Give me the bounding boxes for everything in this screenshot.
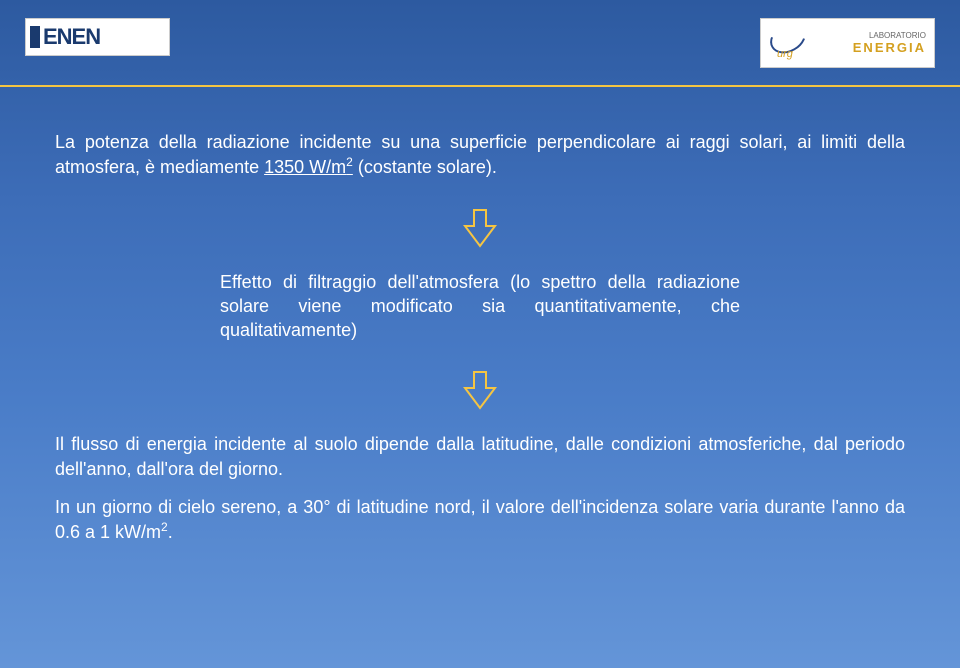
slide-header: ENEN urg LABORATORIO ENERGIA [0, 0, 960, 100]
arrow-1 [55, 208, 905, 248]
slide-content: La potenza della radiazione incidente su… [0, 100, 960, 545]
divider-line [0, 85, 960, 87]
energia-label: ENERGIA [853, 40, 926, 55]
laboratorio-label: LABORATORIO [853, 31, 926, 40]
paragraph-2: Effetto di filtraggio dell'atmosfera (lo… [220, 270, 740, 343]
urg-swirl-icon: urg [769, 24, 807, 62]
paragraph-3: Il flusso di energia incidente al suolo … [55, 432, 905, 481]
arrow-down-icon [462, 208, 498, 248]
energia-logo: urg LABORATORIO ENERGIA [760, 18, 935, 68]
arrow-2 [55, 370, 905, 410]
enea-logo-text: ENEN [43, 24, 100, 50]
paragraph-4: In un giorno di cielo sereno, a 30° di l… [55, 495, 905, 545]
paragraph-1: La potenza della radiazione incidente su… [55, 130, 905, 180]
arrow-down-icon [462, 370, 498, 410]
enea-logo: ENEN [25, 18, 170, 56]
